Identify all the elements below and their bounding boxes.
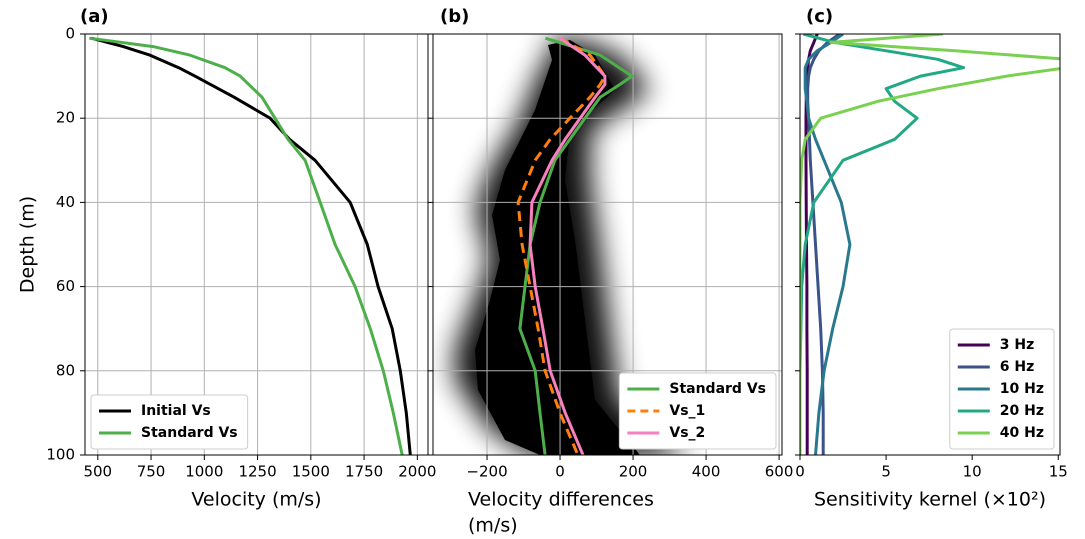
legend-box	[618, 372, 777, 450]
legend-label: Initial Vs	[141, 403, 211, 419]
y-tick-label: 60	[56, 277, 75, 295]
plot-lines	[800, 34, 1060, 455]
x-axis-label: Velocity (m/s)	[191, 489, 321, 511]
x-tick-label: 750	[137, 463, 166, 481]
y-tick-label: 100	[46, 446, 75, 464]
series-line	[516, 36, 607, 455]
x-axis-label: (m/s)	[468, 515, 518, 537]
plot-frame	[84, 33, 429, 456]
x-tick-label: 2000	[398, 463, 436, 481]
x-axis-label: Sensitivity kernel (×10²)	[814, 489, 1046, 511]
x-tick-label: 1500	[292, 463, 330, 481]
series-line	[800, 34, 966, 455]
x-tick-label: 15	[1049, 463, 1068, 481]
legend: Initial Vs Standard Vs	[90, 394, 249, 450]
x-tick-label: 10	[963, 463, 982, 481]
plot-lines	[89, 36, 412, 455]
y-tick-label: 40	[56, 193, 75, 211]
y-axis-label: Depth (m)	[17, 196, 39, 293]
legend-label: 20 Hz	[1000, 403, 1044, 419]
legend-box	[90, 394, 249, 450]
y-tick-label: 80	[56, 361, 75, 379]
legend-label: Standard Vs	[669, 381, 766, 397]
series-line	[803, 34, 852, 455]
plot-frame	[799, 33, 1061, 456]
x-tick-label: 0	[555, 463, 565, 481]
x-tick-label: 0	[795, 463, 805, 481]
series-line	[800, 34, 1060, 455]
plot-lines	[516, 36, 634, 455]
plot-frame	[432, 33, 783, 456]
x-tick-label: 600	[765, 463, 794, 481]
x-tick-label: 500	[83, 463, 112, 481]
x-tick-label: 5	[881, 463, 891, 481]
density-background	[455, 38, 690, 455]
series-line	[528, 36, 607, 455]
legend-label: Standard Vs	[141, 425, 238, 441]
x-tick-label: 1750	[345, 463, 383, 481]
legend-label: 6 Hz	[1000, 359, 1034, 375]
panel-title: (b)	[440, 6, 469, 27]
legend-label: 3 Hz	[1000, 337, 1034, 353]
x-tick-label: 200	[619, 463, 648, 481]
legend-label: 10 Hz	[1000, 381, 1044, 397]
legend-label: 40 Hz	[1000, 425, 1044, 441]
legend: Standard Vs Vs_1 Vs_2	[618, 372, 777, 450]
panel-title: (a)	[80, 6, 109, 27]
y-tick-label: 0	[65, 25, 75, 43]
y-tick-label: 20	[56, 109, 75, 127]
legend-box	[949, 328, 1055, 450]
legend-label: Vs_1	[669, 403, 705, 419]
series-line	[89, 36, 404, 455]
x-tick-label: −200	[466, 463, 507, 481]
x-tick-label: 1000	[185, 463, 223, 481]
series-line	[91, 36, 412, 455]
x-tick-label: 400	[692, 463, 721, 481]
series-line	[518, 36, 634, 455]
series-line	[806, 34, 841, 455]
legend-label: Vs_2	[669, 425, 705, 441]
x-axis-label: Velocity differences	[468, 489, 654, 511]
panel-title: (c)	[806, 6, 833, 27]
x-tick-label: 1250	[238, 463, 276, 481]
legend: 3 Hz 6 Hz 10 Hz 20 Hz 40 Hz	[949, 328, 1055, 450]
